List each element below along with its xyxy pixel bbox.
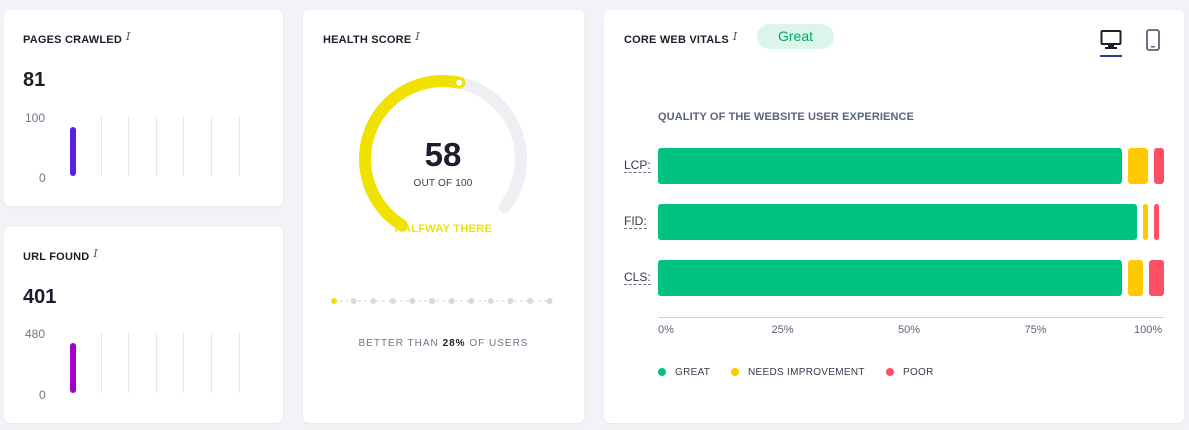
progress-dot bbox=[468, 298, 475, 304]
metric-label[interactable]: FID: bbox=[624, 214, 647, 229]
desktop-icon bbox=[1100, 30, 1122, 49]
pages-crawled-card bbox=[4, 10, 283, 206]
info-icon[interactable]: i bbox=[125, 30, 131, 43]
mini-chart-gridline bbox=[238, 333, 240, 393]
legend-label: NEEDS IMPROVEMENT bbox=[748, 367, 865, 378]
x-tick-label: 100% bbox=[1134, 324, 1163, 336]
progress-dot bbox=[350, 298, 357, 304]
health-score-status: HALFWAY THERE bbox=[394, 223, 493, 235]
url-found-axis-max: 480 bbox=[25, 327, 46, 341]
mini-chart-gridline bbox=[211, 333, 212, 393]
bar-segment-poor[interactable] bbox=[1149, 260, 1164, 296]
pages-crawled-axis-min: 0 bbox=[39, 171, 46, 185]
mini-chart-gridline bbox=[211, 116, 212, 176]
pages-crawled-title: PAGES CRAWLED i bbox=[23, 30, 131, 46]
legend-dot bbox=[658, 368, 666, 376]
url-found-value: 401 bbox=[23, 286, 57, 308]
chart-title: QUALITY OF THE WEBSITE USER EXPERIENCE bbox=[658, 111, 915, 123]
bar-segment-poor[interactable] bbox=[1154, 148, 1164, 184]
info-icon[interactable]: i bbox=[93, 247, 98, 260]
mini-chart-gridline bbox=[155, 116, 157, 176]
progress-dot bbox=[331, 298, 337, 304]
pages-crawled-value: 81 bbox=[23, 69, 46, 91]
mini-chart-gridline bbox=[128, 116, 130, 176]
pages-crawled-chart bbox=[70, 116, 250, 176]
health-score-title: HEALTH SCORE i bbox=[323, 30, 420, 46]
gauge-knob bbox=[456, 79, 463, 86]
legend-label: GREAT bbox=[675, 367, 711, 378]
info-icon[interactable]: i bbox=[415, 30, 420, 43]
mini-chart-gridline bbox=[155, 333, 157, 393]
bar-segment-needs-improvement[interactable] bbox=[1143, 204, 1148, 240]
mini-chart-gridline bbox=[100, 116, 102, 176]
x-tick-label: 0% bbox=[658, 324, 674, 336]
progress-dot bbox=[389, 298, 396, 304]
bar-segment-great[interactable] bbox=[658, 204, 1138, 240]
legend-label: POOR bbox=[903, 367, 934, 378]
x-tick-label: 75% bbox=[1024, 324, 1047, 336]
url-found-title: URL FOUND i bbox=[23, 247, 98, 263]
x-tick-label: 50% bbox=[898, 324, 921, 336]
progress-dot bbox=[429, 298, 435, 304]
better-than-text: BETTER THAN 28% OF USERS bbox=[358, 338, 529, 349]
status-badge: Great bbox=[757, 24, 834, 49]
bar-segment-great[interactable] bbox=[658, 148, 1123, 184]
progress-dot bbox=[409, 298, 416, 304]
health-score-progress-dots bbox=[331, 298, 553, 304]
x-tick-label: 25% bbox=[771, 324, 794, 336]
progress-dot bbox=[546, 298, 553, 304]
bar-segment-needs-improvement[interactable] bbox=[1128, 260, 1144, 296]
bar-segment-great[interactable] bbox=[658, 260, 1123, 296]
legend-dot bbox=[731, 368, 739, 376]
mobile-icon bbox=[1146, 29, 1160, 51]
progress-dot bbox=[527, 298, 533, 304]
mini-chart-gridline bbox=[128, 333, 130, 393]
metric-label[interactable]: LCP: bbox=[624, 158, 651, 173]
desktop-active-indicator bbox=[1100, 55, 1122, 57]
url-found-axis-min: 0 bbox=[39, 388, 46, 402]
core-web-vitals-title: CORE WEB VITALS i bbox=[624, 30, 738, 46]
metric-label[interactable]: CLS: bbox=[624, 270, 651, 285]
health-score-out-of: OUT OF 100 bbox=[413, 178, 473, 189]
mini-chart-gridline bbox=[100, 333, 102, 393]
mini-chart-gridline bbox=[183, 116, 185, 176]
bar-segment-needs-improvement[interactable] bbox=[1128, 148, 1149, 184]
progress-dot bbox=[487, 298, 494, 304]
bar-segment-poor[interactable] bbox=[1154, 204, 1159, 240]
gauge-fill bbox=[359, 75, 466, 232]
legend-item: POOR bbox=[886, 367, 934, 378]
progress-dot bbox=[370, 298, 377, 304]
desktop-view-button[interactable] bbox=[1099, 29, 1123, 51]
url-found-chart bbox=[70, 333, 250, 393]
legend-item: GREAT bbox=[658, 367, 710, 378]
pages-crawled-axis-max: 100 bbox=[25, 111, 46, 125]
mini-chart-bar bbox=[70, 127, 76, 176]
legend-item: NEEDS IMPROVEMENT bbox=[731, 367, 865, 378]
mini-chart-gridline bbox=[238, 116, 240, 176]
info-icon[interactable]: i bbox=[732, 30, 738, 43]
health-score-gauge: 58 OUT OF 100 bbox=[356, 72, 530, 246]
health-score-value: 58 bbox=[424, 136, 462, 173]
progress-dot bbox=[507, 298, 514, 304]
mini-chart-bar bbox=[70, 343, 76, 393]
progress-dot bbox=[448, 298, 455, 304]
mobile-view-button[interactable] bbox=[1145, 28, 1161, 52]
x-axis bbox=[658, 317, 1164, 318]
url-found-card bbox=[4, 227, 283, 423]
mini-chart-gridline bbox=[183, 333, 185, 393]
legend-dot bbox=[886, 368, 894, 376]
